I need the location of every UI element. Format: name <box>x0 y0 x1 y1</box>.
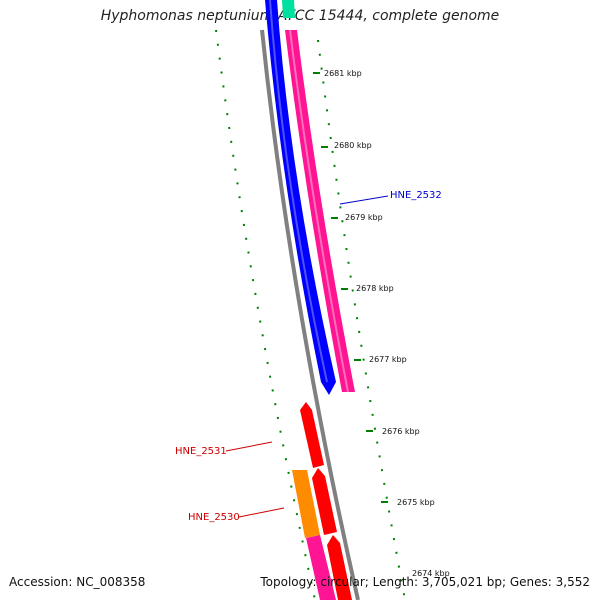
gene-label-hne-2530[interactable]: HNE_2530 <box>188 512 240 523</box>
genome-backbone <box>260 29 360 600</box>
gene-label-hne-2531[interactable]: HNE_2531 <box>175 446 227 457</box>
map-title: Hyphomonas neptunium ATCC 15444, complet… <box>100 8 500 24</box>
tick-label: 2678 kbp <box>356 284 394 293</box>
topology-label: Topology: circular; Length: 3,705,021 bp… <box>260 575 590 589</box>
gene-red-2[interactable] <box>312 468 337 535</box>
gene-blue-highlight <box>269 0 328 383</box>
tick-label: 2681 kbp <box>324 69 362 78</box>
gene-label-hne-2532[interactable]: HNE_2532 <box>390 190 442 201</box>
tick-label: 2677 kbp <box>369 355 407 364</box>
ruler-ticks <box>313 72 388 503</box>
gc-skew-track <box>215 29 316 600</box>
gene-teal[interactable] <box>282 0 295 18</box>
gene-pink-bottom[interactable] <box>306 535 336 600</box>
tick-label: 2676 kbp <box>382 427 420 436</box>
accession-label: Accession: NC_008358 <box>9 575 146 589</box>
label-leader-hne-2532 <box>339 195 389 205</box>
tick-label: 2674 kbp <box>412 569 450 578</box>
tick-label: 2675 kbp <box>397 498 435 507</box>
gene-pink-highlight <box>289 29 349 393</box>
label-leader-hne-2530 <box>238 507 285 518</box>
gene-red-hne-2531[interactable] <box>300 402 324 468</box>
gene-red-3[interactable] <box>327 535 352 600</box>
label-leader-hne-2531 <box>225 441 273 452</box>
gene-orange-hne-2530[interactable] <box>292 470 320 538</box>
tick-label: 2680 kbp <box>334 141 372 150</box>
gene-blue-hne-2532[interactable] <box>265 0 336 395</box>
tick-label: 2679 kbp <box>345 213 383 222</box>
